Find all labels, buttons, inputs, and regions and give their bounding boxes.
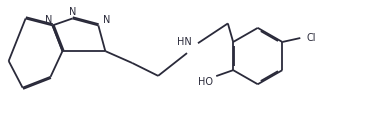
Text: HO: HO: [198, 77, 213, 87]
Text: Cl: Cl: [306, 33, 316, 43]
Text: N: N: [69, 7, 76, 17]
Text: N: N: [45, 15, 52, 25]
Text: HN: HN: [177, 37, 192, 47]
Text: N: N: [103, 15, 110, 25]
